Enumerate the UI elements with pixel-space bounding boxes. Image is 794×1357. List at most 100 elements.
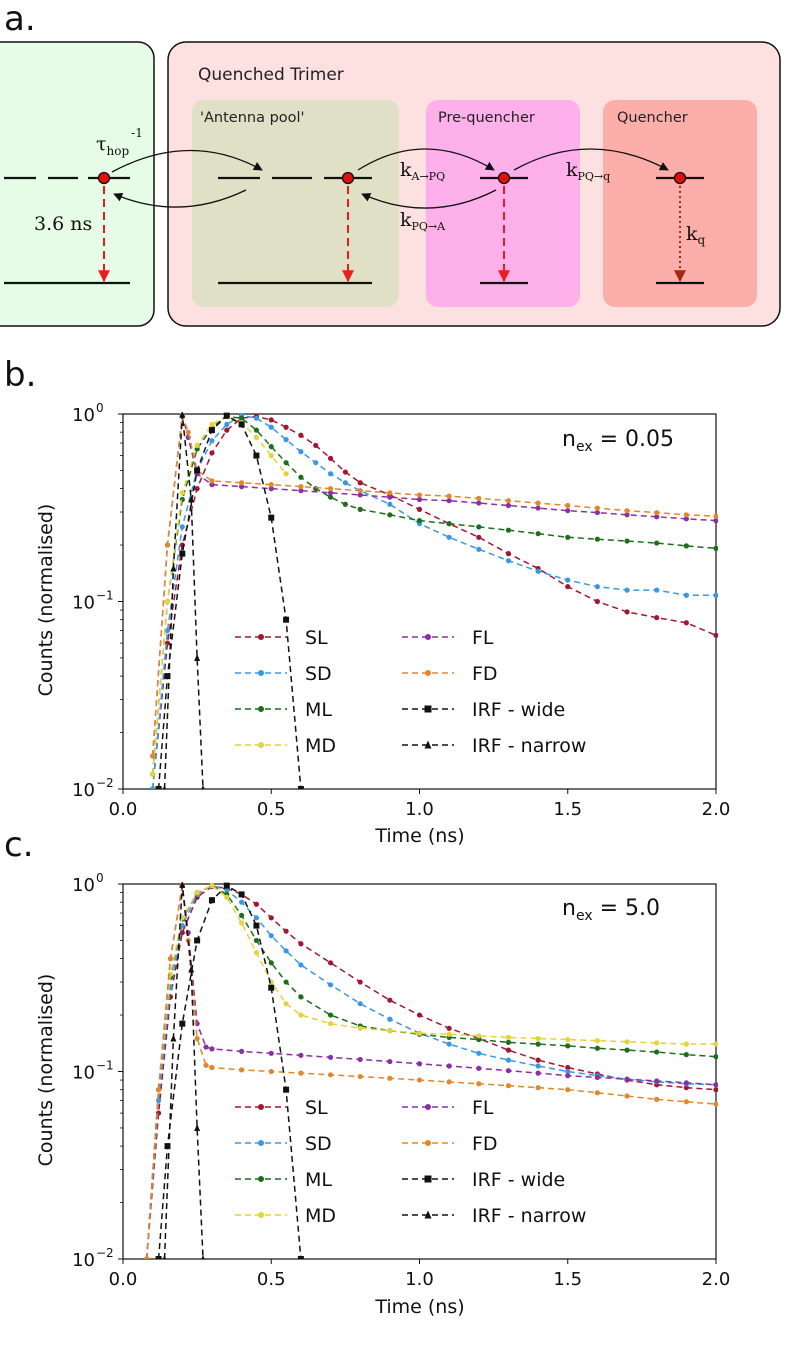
legend-label-fl: FL <box>472 1097 494 1119</box>
data-point-md <box>209 421 215 428</box>
data-point-fd <box>446 493 452 499</box>
data-point-sd <box>283 437 289 443</box>
data-point-fd <box>185 429 191 435</box>
data-point-fl <box>357 1056 363 1063</box>
data-point-sd <box>476 546 482 552</box>
legend-label-md: MD <box>305 735 336 757</box>
data-point-ml <box>713 1054 718 1060</box>
data-point-md <box>209 883 215 889</box>
legend-marker-irf-narrow <box>424 1210 432 1219</box>
data-point-md <box>268 452 274 459</box>
data-point-sl <box>327 455 334 461</box>
data-point-irf-narrow <box>194 1123 201 1131</box>
data-point-sd <box>654 587 660 593</box>
data-point-sd <box>505 558 512 564</box>
data-point-sd <box>683 592 689 598</box>
legend-marker-fl <box>425 634 431 640</box>
data-point-sl <box>387 997 393 1003</box>
panel-b-label: b. <box>4 355 36 395</box>
hop-arrow-forward <box>111 149 263 173</box>
legend-marker-irf-wide <box>424 705 432 713</box>
data-point-ml <box>268 444 274 450</box>
data-point-md <box>654 1040 660 1046</box>
data-point-irf-narrow <box>170 1034 177 1042</box>
data-point-irf-wide <box>223 412 230 419</box>
x-tick-label: 1.0 <box>405 799 434 820</box>
data-point-fl <box>298 1052 304 1058</box>
data-point-ml <box>387 512 393 518</box>
data-point-irf-wide <box>297 786 304 789</box>
data-point-sl <box>416 506 423 512</box>
data-point-sl <box>446 1025 452 1031</box>
data-point-md <box>179 490 185 496</box>
k-pq-q-arrow <box>513 148 669 171</box>
data-point-ml <box>268 960 274 966</box>
y-tick-exponent: −2 <box>96 1246 114 1260</box>
data-point-fd <box>209 478 215 484</box>
data-point-irf-narrow <box>194 653 201 661</box>
data-point-sl <box>565 1064 571 1071</box>
data-point-ml <box>313 486 319 492</box>
data-point-irf-wide <box>155 786 162 789</box>
data-point-sd <box>594 584 601 590</box>
x-tick-label: 1.0 <box>405 1269 434 1290</box>
data-point-irf-wide <box>223 882 230 889</box>
data-point-fd <box>565 502 571 509</box>
data-point-fl <box>476 500 482 506</box>
data-point-sd <box>239 899 245 905</box>
data-point-fl <box>209 482 215 488</box>
data-point-md <box>194 442 200 449</box>
hop-arrow-back <box>113 189 247 208</box>
data-point-sl <box>327 960 334 966</box>
data-point-md <box>327 1021 334 1027</box>
y-tick-exponent: −1 <box>96 1059 114 1073</box>
data-point-md <box>283 471 289 477</box>
data-point-fl <box>713 1082 718 1088</box>
data-point-fd <box>713 1101 718 1107</box>
data-point-sl <box>624 609 630 615</box>
data-point-fl <box>357 492 363 498</box>
data-point-ml <box>535 531 541 537</box>
data-point-md <box>239 920 245 926</box>
legend-label-fd: FD <box>472 1133 498 1155</box>
data-point-sl <box>594 598 601 605</box>
data-point-ml <box>253 937 260 944</box>
data-point-fl <box>327 490 334 496</box>
data-point-fd <box>387 490 393 496</box>
data-point-irf-narrow <box>179 882 186 888</box>
data-point-sl <box>357 480 363 486</box>
lifetime-label: 3.6 ns <box>34 213 92 235</box>
data-point-irf-wide <box>283 616 290 623</box>
series-line-md <box>145 884 716 1259</box>
data-point-irf-narrow <box>201 785 205 789</box>
data-point-fd <box>446 1079 452 1085</box>
series-group <box>144 882 718 1259</box>
data-point-sd <box>253 915 260 921</box>
data-point-ml <box>283 979 289 985</box>
k-a-pq-label: kA→PQ <box>400 159 445 183</box>
data-point-fl <box>268 486 274 492</box>
data-point-md <box>446 1031 452 1037</box>
data-point-irf-wide <box>194 937 201 944</box>
data-point-sd <box>298 449 304 455</box>
data-point-sl <box>268 417 274 423</box>
data-point-sd <box>327 471 334 477</box>
data-point-ml <box>654 1049 660 1055</box>
data-point-md <box>565 1036 571 1043</box>
data-point-sd <box>387 1016 393 1022</box>
legend-label-irf-wide: IRF - wide <box>472 699 565 721</box>
data-point-fl <box>416 1061 423 1067</box>
exciton-dot-prequencher <box>497 171 511 185</box>
data-point-ml <box>298 474 304 480</box>
data-point-sl <box>505 551 512 557</box>
transfer-arrows <box>111 148 669 209</box>
data-point-fl <box>203 1044 209 1050</box>
data-point-fd <box>155 1087 162 1093</box>
data-point-sl <box>535 1057 541 1063</box>
data-point-sl <box>683 620 689 626</box>
data-point-ml <box>239 415 245 421</box>
series-line-sl <box>151 415 717 789</box>
k-pq-a-label: kPQ→A <box>400 209 446 233</box>
data-point-fd <box>239 480 245 486</box>
data-point-ml <box>283 460 289 466</box>
